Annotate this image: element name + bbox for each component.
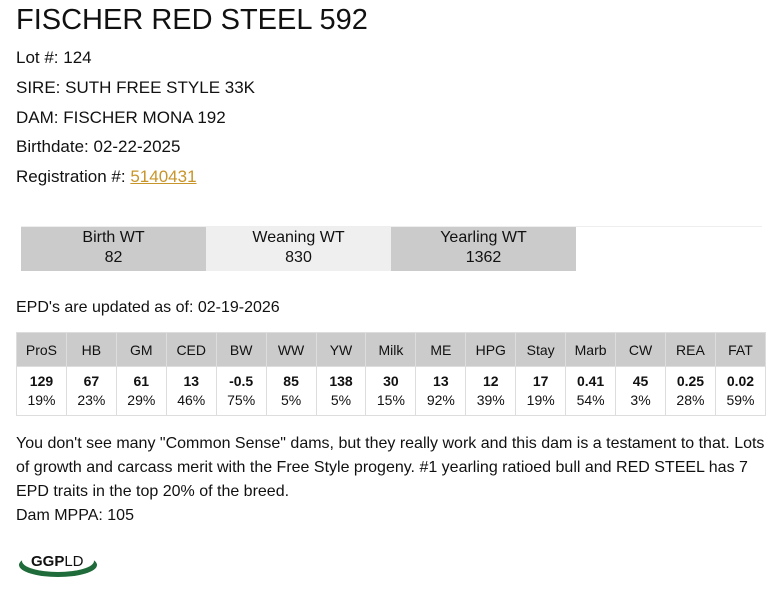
animal-name: FISCHER RED STEEL 592 bbox=[16, 4, 368, 36]
epd-percentile: 19% bbox=[27, 392, 56, 408]
epd-cell: 13 46% bbox=[165, 366, 217, 416]
epd-percentile: 15% bbox=[376, 392, 405, 408]
registration-link[interactable]: 5140431 bbox=[130, 167, 197, 186]
epd-header: HB bbox=[65, 332, 117, 367]
weight-label: Weaning WT bbox=[252, 229, 345, 246]
epd-header: GM bbox=[115, 332, 167, 367]
epd-percentile: 23% bbox=[77, 392, 106, 408]
svg-text:GGPLD: GGPLD bbox=[31, 553, 84, 570]
epd-value: 13 bbox=[433, 373, 449, 389]
epd-header: HPG bbox=[465, 332, 517, 367]
epd-cell: 85 5% bbox=[265, 366, 317, 416]
epd-cell: 30 15% bbox=[365, 366, 417, 416]
epd-cell: 12 39% bbox=[465, 366, 517, 416]
weights-panel: Birth WT 82 Weaning WT 830 Yearling WT 1362 bbox=[21, 227, 576, 271]
epd-percentile: 39% bbox=[476, 392, 505, 408]
lot-number: Lot #: 124 bbox=[16, 48, 92, 67]
epd-header: ME bbox=[415, 332, 467, 367]
epd-table: ProS HB GM CED BW WW YW Milk ME HPG Stay Marb CW REA F… bbox=[16, 332, 767, 416]
dam-mppa: Dam MPPA: 105 bbox=[16, 507, 134, 524]
epd-cell: -0.5 75% bbox=[215, 366, 267, 416]
epd-cell: 45 3% bbox=[615, 366, 666, 416]
epd-header-row: ProS HB GM CED BW WW YW Milk ME HPG Stay Marb CW REA F… bbox=[16, 332, 767, 367]
epd-updated-date: EPD's are updated as of: 02-19-2026 bbox=[16, 299, 280, 316]
epd-percentile: 5% bbox=[330, 392, 352, 408]
epd-cell: 13 92% bbox=[415, 366, 467, 416]
epd-percentile: 29% bbox=[127, 392, 156, 408]
epd-value: 12 bbox=[482, 373, 499, 389]
epd-cell: 61 29% bbox=[115, 366, 167, 416]
epd-value: 61 bbox=[133, 373, 150, 389]
weight-value: 82 bbox=[104, 249, 123, 266]
birth-weight: Birth WT 82 bbox=[21, 227, 206, 271]
epd-value: 67 bbox=[83, 373, 100, 389]
epd-percentile: 54% bbox=[576, 392, 605, 408]
weight-value: 830 bbox=[285, 249, 312, 266]
epd-percentile: 3% bbox=[630, 392, 651, 408]
sire: SIRE: SUTH FREE STYLE 33K bbox=[16, 78, 256, 97]
epd-header: BW bbox=[215, 332, 267, 367]
epd-header: Milk bbox=[365, 332, 417, 367]
epd-value: 0.25 bbox=[676, 373, 705, 389]
epd-value: 30 bbox=[383, 373, 399, 389]
birthdate: Birthdate: 02-22-2025 bbox=[16, 137, 181, 156]
epd-percentile: 75% bbox=[227, 392, 256, 408]
epd-header: CED bbox=[165, 332, 217, 367]
epd-percentile: 46% bbox=[177, 392, 206, 408]
weaning-weight: Weaning WT 830 bbox=[206, 227, 391, 271]
epd-cell: 67 23% bbox=[65, 366, 117, 416]
epd-header: CW bbox=[615, 332, 666, 367]
dam: DAM: FISCHER MONA 192 bbox=[16, 108, 226, 127]
epd-percentile: 19% bbox=[526, 392, 555, 408]
epd-cell: 129 19% bbox=[16, 366, 67, 416]
weight-value: 1362 bbox=[465, 249, 502, 266]
epd-value: 45 bbox=[632, 373, 649, 389]
epd-percentile: 5% bbox=[280, 392, 302, 408]
epd-value: 0.41 bbox=[576, 373, 605, 389]
epd-header: YW bbox=[315, 332, 367, 367]
yearling-weight: Yearling WT 1362 bbox=[391, 227, 576, 271]
description: You don't see many "Common Sense" dams, … bbox=[16, 432, 766, 528]
epd-header: Marb bbox=[565, 332, 617, 367]
weight-label: Yearling WT bbox=[440, 229, 527, 246]
epd-value: 138 bbox=[329, 373, 353, 389]
epd-value: 0.02 bbox=[726, 373, 755, 389]
epd-header: ProS bbox=[16, 332, 67, 367]
epd-cell: 0.41 54% bbox=[565, 366, 617, 416]
epd-header: FAT bbox=[714, 332, 767, 367]
registration-label: Registration #: bbox=[16, 167, 131, 186]
epd-cell: 17 19% bbox=[515, 366, 567, 416]
notes-text: You don't see many "Common Sense" dams, … bbox=[16, 435, 765, 500]
epd-percentile: 28% bbox=[676, 392, 705, 408]
epd-header: WW bbox=[265, 332, 317, 367]
epd-header: Stay bbox=[515, 332, 567, 367]
weight-label: Birth WT bbox=[82, 229, 145, 246]
epd-cell: 0.02 59% bbox=[714, 366, 767, 416]
epd-value: 129 bbox=[29, 373, 54, 389]
epd-percentile: 92% bbox=[426, 392, 455, 408]
epd-value: 13 bbox=[183, 373, 200, 389]
epd-cell: 0.25 28% bbox=[664, 366, 716, 416]
ggpld-logo: GGPLD bbox=[17, 546, 101, 585]
epd-value: 17 bbox=[532, 373, 549, 389]
epd-cell: 138 5% bbox=[315, 366, 367, 416]
divider bbox=[21, 226, 762, 227]
epd-value: -0.5 bbox=[229, 373, 254, 389]
epd-value: 85 bbox=[283, 373, 299, 389]
registration: Registration #: 5140431 bbox=[16, 167, 197, 187]
epd-value-row: 129 19% 67 23% 61 29% 13 46% -0.5 75% 85 5% 138 5% 30 1… bbox=[16, 366, 767, 416]
epd-header: REA bbox=[664, 332, 716, 367]
epd-percentile: 59% bbox=[726, 392, 755, 408]
